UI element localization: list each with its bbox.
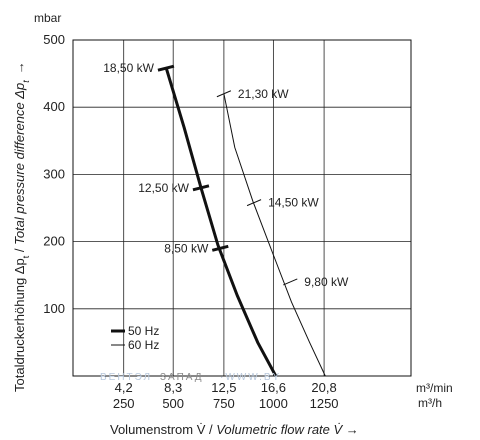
series-layer [164,66,326,377]
x-tick-label-secondary: 1000 [259,396,288,411]
x-tick-label-secondary: 250 [113,396,135,411]
watermark-left: ВЕНТЭЛ [100,372,152,383]
power-label: 18,50 kW [103,61,154,75]
legend-label-50hz: 50 Hz [128,324,159,338]
x-axis-title: Volumenstrom V̇ / Volumetric flow rate V… [110,422,359,437]
power-label: 21,30 kW [238,87,289,101]
x-tick-label-secondary: 1250 [310,396,339,411]
x-tick-label-secondary: 750 [213,396,235,411]
power-marker [283,278,298,286]
power-label: 8,50 kW [164,241,209,255]
watermark: ВЕНТЭЛ ЗАПАД ·WWW.BY [100,372,281,383]
y-axis-title: Totaldruckerhöhung Δpt / Total pressure … [12,61,31,392]
y-axis-subscript-1: t [21,255,31,258]
power-marker [246,199,262,207]
power-marker [211,244,229,252]
x-unit-secondary: m³/h [418,396,442,410]
power-label: 9,80 kW [304,275,349,289]
power-marker [192,184,210,192]
watermark-right: ·WWW.BY [220,372,281,383]
y-axis-subscript-2: t [21,80,31,83]
y-tick-label: 400 [43,99,65,114]
y-tick-label: 300 [43,166,65,181]
marker-layer: 18,50 kW 12,50 kW 8,50 kW 21,30 kW 14,50 kW 9… [103,61,349,289]
power-marker [216,90,232,98]
series-line-60hz [223,93,326,377]
power-label: 14,50 kW [268,196,319,210]
x-tick-label-secondary: 500 [162,396,184,411]
series-line-50hz [164,66,278,377]
legend-label-60hz: 60 Hz [128,338,159,352]
x-unit-primary: m³/min [416,381,453,395]
y-tick-label: 500 [43,32,65,47]
power-marker [157,64,175,72]
y-unit-label: mbar [34,11,61,25]
watermark-mid: ЗАПАД [160,372,204,383]
x-tick-label: 4,2 [115,380,133,395]
y-tick-label: 100 [43,301,65,316]
x-tick-label: 20,8 [311,380,336,395]
x-tick-label: 12,5 [211,380,236,395]
plot-frame [72,39,412,377]
y-tick-label: 200 [43,234,65,249]
legend: 50 Hz 60 Hz [111,324,159,352]
power-label: 12,50 kW [138,181,189,195]
tick-labels: 1002003004005004,22508,350012,575016,610… [43,32,338,411]
x-tick-label: 8,3 [164,380,182,395]
x-tick-label: 16,6 [261,380,286,395]
